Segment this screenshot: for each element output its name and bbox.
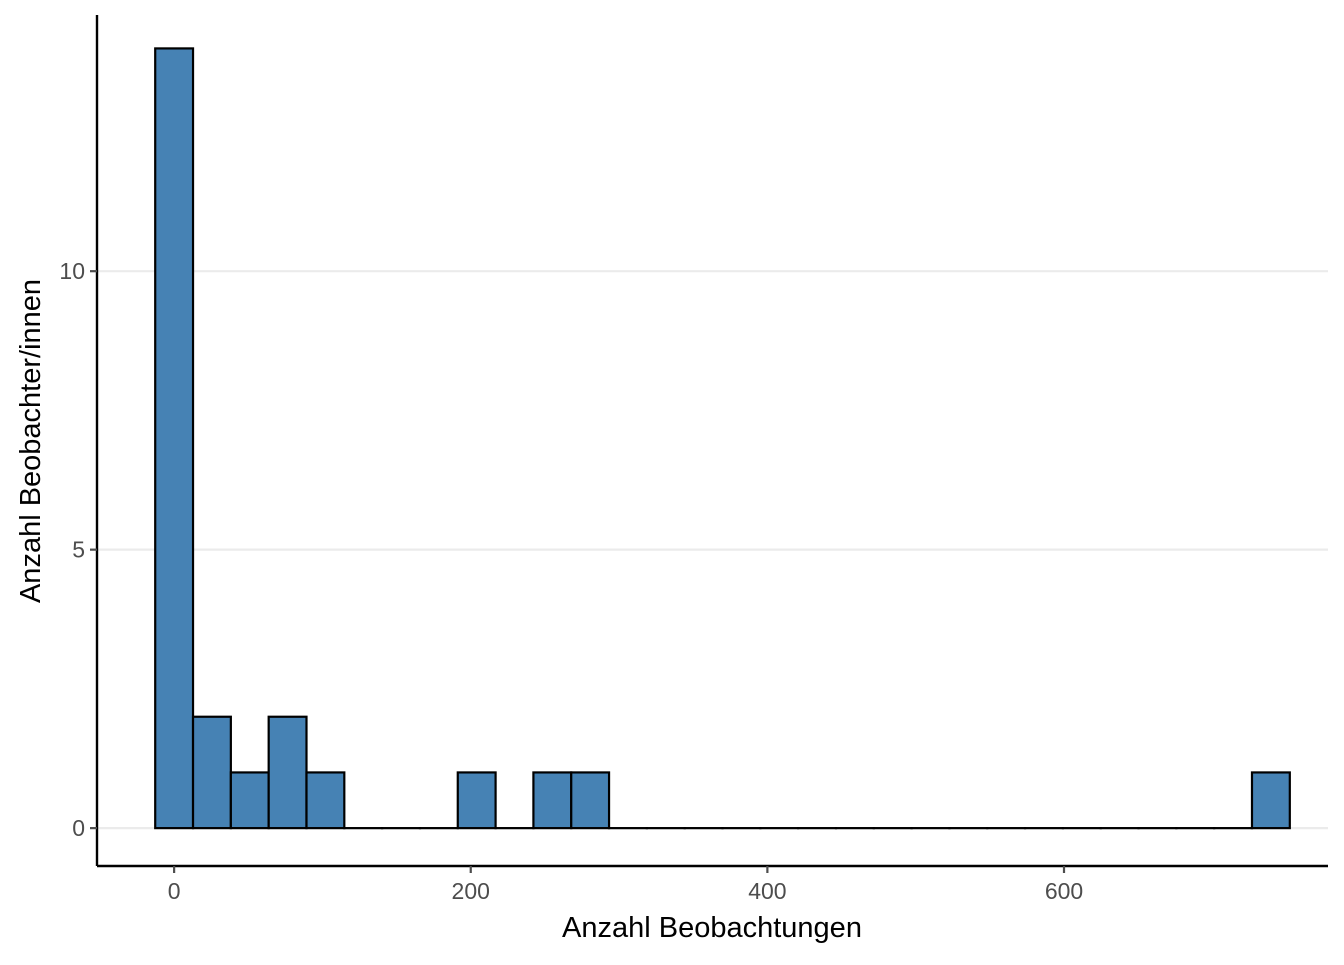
- y-axis-title: Anzahl Beobachter/innen: [15, 279, 47, 603]
- histogram-bars: [155, 48, 1290, 828]
- histogram-bar-1: [155, 48, 193, 828]
- histogram-bar-12: [571, 772, 609, 828]
- y-tick-label-5: 5: [72, 537, 85, 563]
- histogram-bar-30: [1252, 772, 1290, 828]
- x-tick-label-600: 600: [1045, 878, 1083, 904]
- y-tick-label-10: 10: [59, 258, 85, 284]
- histogram-bar-2: [193, 717, 231, 828]
- x-tick-label-0: 0: [168, 878, 181, 904]
- x-axis-title: Anzahl Beobachtungen: [562, 912, 862, 944]
- histogram-bar-9: [458, 772, 496, 828]
- y-tick-label-0: 0: [72, 815, 85, 841]
- histogram-bar-4: [269, 717, 307, 828]
- x-tick-label-200: 200: [452, 878, 490, 904]
- histogram-bar-5: [306, 772, 344, 828]
- x-tick-label-400: 400: [748, 878, 786, 904]
- histogram-bar-3: [231, 772, 269, 828]
- histogram-bar-11: [533, 772, 571, 828]
